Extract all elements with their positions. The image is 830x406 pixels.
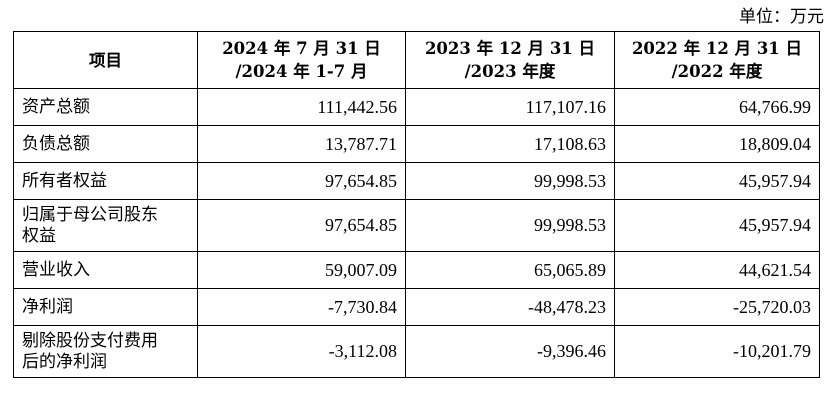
table-row-revenue: 营业收入 59,007.09 65,065.89 44,621.54 bbox=[13, 251, 820, 289]
value-2022: 45,957.94 bbox=[614, 162, 820, 200]
row-label-cell: 营业收入 bbox=[13, 251, 198, 289]
header-row: 项目 2024 年 7 月 31 日 /2024 年 1-7 月 2023 年 … bbox=[13, 31, 820, 89]
header-period-2023: 2023 年 12 月 31 日 /2023 年度 bbox=[405, 31, 615, 89]
header-period-2024-range: /2024 年 1-7 月 bbox=[235, 62, 368, 81]
value-2023: 65,065.89 bbox=[405, 251, 615, 289]
header-item: 项目 bbox=[13, 31, 198, 89]
table-row-owners-equity: 所有者权益 97,654.85 99,998.53 45,957.94 bbox=[13, 162, 820, 200]
table-header: 项目 2024 年 7 月 31 日 /2024 年 1-7 月 2023 年 … bbox=[13, 31, 820, 89]
value-2022: 45,957.94 bbox=[614, 199, 820, 252]
value-2024: 59,007.09 bbox=[197, 251, 406, 289]
value-2022: -25,720.03 bbox=[614, 288, 820, 326]
table-row-parent-equity: 归属于母公司股东 权益 97,654.85 99,998.53 45,957.9… bbox=[13, 199, 820, 252]
header-item-text: 项目 bbox=[89, 50, 122, 70]
row-label-line-2: 权益 bbox=[22, 225, 56, 246]
table-row-net-profit: 净利润 -7,730.84 -48,478.23 -25,720.03 bbox=[13, 288, 820, 326]
row-label-cell: 净利润 bbox=[13, 288, 198, 326]
value-2023: -9,396.46 bbox=[405, 325, 615, 378]
row-label-cell: 归属于母公司股东 权益 bbox=[13, 199, 198, 252]
value-2023: -48,478.23 bbox=[405, 288, 615, 326]
header-period-2022-range: /2022 年度 bbox=[671, 62, 763, 81]
row-label-line-1: 剔除股份支付费用 bbox=[22, 330, 158, 351]
row-label-cell: 负债总额 bbox=[13, 125, 198, 163]
header-period-2024-date: 2024 年 7 月 31 日 bbox=[222, 39, 381, 58]
value-2024: -7,730.84 bbox=[197, 288, 406, 326]
table-body: 资产总额 111,442.56 117,107.16 64,766.99 负债总… bbox=[13, 88, 820, 378]
financial-summary-table: 项目 2024 年 7 月 31 日 /2024 年 1-7 月 2023 年 … bbox=[13, 31, 820, 378]
value-2024: 97,654.85 bbox=[197, 199, 406, 252]
row-label-cell: 剔除股份支付费用 后的净利润 bbox=[13, 325, 198, 378]
row-label: 负债总额 bbox=[22, 133, 90, 154]
row-label: 所有者权益 bbox=[22, 170, 107, 191]
table-row-total-liabilities: 负债总额 13,787.71 17,108.63 18,809.04 bbox=[13, 125, 820, 163]
value-2022: 64,766.99 bbox=[614, 88, 820, 126]
row-label-cell: 资产总额 bbox=[13, 88, 198, 126]
value-2023: 99,998.53 bbox=[405, 162, 615, 200]
value-2022: -10,201.79 bbox=[614, 325, 820, 378]
row-label-line-2: 后的净利润 bbox=[22, 351, 107, 372]
value-2024: -3,112.08 bbox=[197, 325, 406, 378]
header-period-2024: 2024 年 7 月 31 日 /2024 年 1-7 月 bbox=[197, 31, 406, 89]
row-label-line-1: 归属于母公司股东 bbox=[22, 204, 158, 225]
value-2023: 99,998.53 bbox=[405, 199, 615, 252]
table-row-total-assets: 资产总额 111,442.56 117,107.16 64,766.99 bbox=[13, 88, 820, 126]
value-2024: 97,654.85 bbox=[197, 162, 406, 200]
table-row-adjusted-net-profit: 剔除股份支付费用 后的净利润 -3,112.08 -9,396.46 -10,2… bbox=[13, 325, 820, 378]
value-2023: 17,108.63 bbox=[405, 125, 615, 163]
row-label: 营业收入 bbox=[22, 259, 90, 280]
header-period-2022: 2022 年 12 月 31 日 /2022 年度 bbox=[614, 31, 820, 89]
row-label: 净利润 bbox=[22, 296, 73, 317]
header-period-2023-date: 2023 年 12 月 31 日 bbox=[424, 39, 596, 58]
value-2024: 13,787.71 bbox=[197, 125, 406, 163]
header-period-2023-range: /2023 年度 bbox=[464, 62, 556, 81]
value-2022: 44,621.54 bbox=[614, 251, 820, 289]
row-label-cell: 所有者权益 bbox=[13, 162, 198, 200]
value-2024: 111,442.56 bbox=[197, 88, 406, 126]
value-2022: 18,809.04 bbox=[614, 125, 820, 163]
row-label: 资产总额 bbox=[22, 96, 90, 117]
unit-label: 单位：万元 bbox=[739, 7, 824, 27]
header-period-2022-date: 2022 年 12 月 31 日 bbox=[631, 39, 803, 58]
value-2023: 117,107.16 bbox=[405, 88, 615, 126]
